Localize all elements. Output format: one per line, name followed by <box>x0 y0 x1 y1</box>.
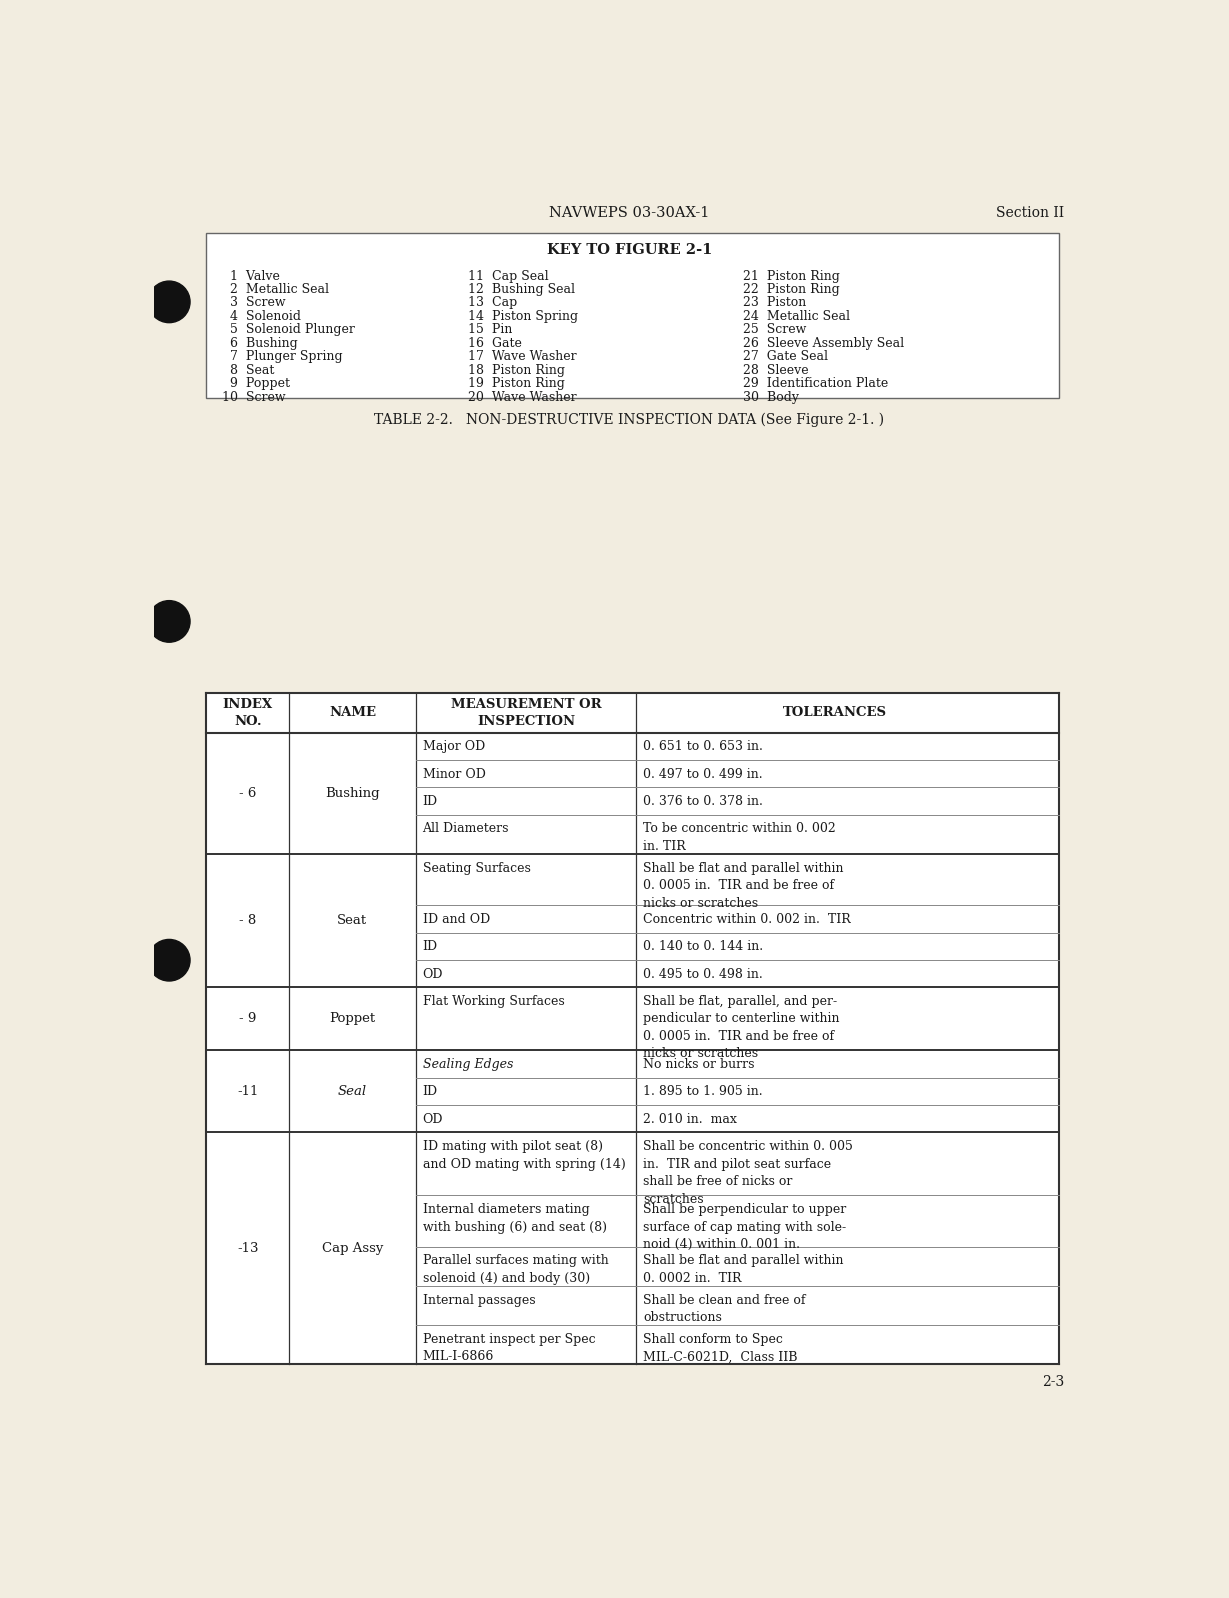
Text: Shall be concentric within 0. 005
in.  TIR and pilot seat surface
shall be free : Shall be concentric within 0. 005 in. TI… <box>644 1139 853 1205</box>
Text: Bushing: Bushing <box>326 786 380 801</box>
Text: TABLE 2-2.   NON-DESTRUCTIVE INSPECTION DATA (See Figure 2-1. ): TABLE 2-2. NON-DESTRUCTIVE INSPECTION DA… <box>375 412 885 427</box>
Circle shape <box>149 601 190 642</box>
Text: 13  Cap: 13 Cap <box>467 297 516 310</box>
Text: Major OD: Major OD <box>423 740 484 753</box>
Text: 5  Solenoid Plunger: 5 Solenoid Plunger <box>221 323 355 337</box>
Text: 2-3: 2-3 <box>1042 1376 1064 1389</box>
Text: Shall be flat and parallel within
0. 0002 in.  TIR: Shall be flat and parallel within 0. 000… <box>644 1254 844 1285</box>
Text: KEY TO FIGURE 2-1: KEY TO FIGURE 2-1 <box>547 243 712 257</box>
Text: Flat Working Surfaces: Flat Working Surfaces <box>423 996 564 1008</box>
Text: 22  Piston Ring: 22 Piston Ring <box>742 283 839 296</box>
Text: NAME: NAME <box>329 706 376 719</box>
Text: 23  Piston: 23 Piston <box>742 297 806 310</box>
Text: OD: OD <box>423 1112 442 1125</box>
Text: Cap Assy: Cap Assy <box>322 1242 383 1254</box>
Text: OD: OD <box>423 967 442 981</box>
Text: 16  Gate: 16 Gate <box>467 337 521 350</box>
Text: 0. 140 to 0. 144 in.: 0. 140 to 0. 144 in. <box>644 940 763 952</box>
Text: Shall be perpendicular to upper
surface of cap mating with sole-
noid (4) within: Shall be perpendicular to upper surface … <box>644 1203 847 1251</box>
Text: 28  Sleeve: 28 Sleeve <box>742 364 809 377</box>
Text: 15  Pin: 15 Pin <box>467 323 511 337</box>
Text: 2. 010 in.  max: 2. 010 in. max <box>644 1112 737 1125</box>
Text: Shall be flat, parallel, and per-
pendicular to centerline within
0. 0005 in.  T: Shall be flat, parallel, and per- pendic… <box>644 996 839 1061</box>
Text: 1. 895 to 1. 905 in.: 1. 895 to 1. 905 in. <box>644 1085 763 1098</box>
Text: 0. 651 to 0. 653 in.: 0. 651 to 0. 653 in. <box>644 740 763 753</box>
Text: 3  Screw: 3 Screw <box>221 297 285 310</box>
Text: 2  Metallic Seal: 2 Metallic Seal <box>221 283 329 296</box>
Text: ID mating with pilot seat (8)
and OD mating with spring (14): ID mating with pilot seat (8) and OD mat… <box>423 1139 626 1170</box>
Text: 18  Piston Ring: 18 Piston Ring <box>467 364 564 377</box>
Text: NAVWEPS 03-30AX-1: NAVWEPS 03-30AX-1 <box>549 206 709 221</box>
Text: ID and OD: ID and OD <box>423 912 490 925</box>
Text: 11  Cap Seal: 11 Cap Seal <box>467 270 548 283</box>
Text: Penetrant inspect per Spec
MIL-I-6866: Penetrant inspect per Spec MIL-I-6866 <box>423 1333 595 1363</box>
Text: ID: ID <box>423 940 438 952</box>
Text: 10  Screw: 10 Screw <box>221 392 285 404</box>
Text: 0. 495 to 0. 498 in.: 0. 495 to 0. 498 in. <box>644 967 763 981</box>
Text: 12  Bushing Seal: 12 Bushing Seal <box>467 283 574 296</box>
Text: - 8: - 8 <box>240 914 257 927</box>
Text: 17  Wave Washer: 17 Wave Washer <box>467 350 576 363</box>
Text: 21  Piston Ring: 21 Piston Ring <box>742 270 839 283</box>
Text: MEASUREMENT OR
INSPECTION: MEASUREMENT OR INSPECTION <box>451 698 601 727</box>
Text: All Diameters: All Diameters <box>423 823 509 836</box>
Bar <box>206 692 1059 1365</box>
Text: Shall conform to Spec
MIL-C-6021D,  Class IIB: Shall conform to Spec MIL-C-6021D, Class… <box>644 1333 798 1363</box>
Text: Seal: Seal <box>338 1085 367 1098</box>
Text: -11: -11 <box>237 1085 258 1098</box>
Text: 4  Solenoid: 4 Solenoid <box>221 310 301 323</box>
Text: TOLERANCES: TOLERANCES <box>783 706 887 719</box>
Text: 24  Metallic Seal: 24 Metallic Seal <box>742 310 849 323</box>
Text: 8  Seat: 8 Seat <box>221 364 274 377</box>
Text: Section II: Section II <box>997 206 1064 221</box>
Text: Internal diameters mating
with bushing (6) and seat (8): Internal diameters mating with bushing (… <box>423 1203 607 1234</box>
Text: To be concentric within 0. 002
in. TIR: To be concentric within 0. 002 in. TIR <box>644 823 836 853</box>
Text: Shall be flat and parallel within
0. 0005 in.  TIR and be free of
nicks or scrat: Shall be flat and parallel within 0. 000… <box>644 861 844 909</box>
Text: 27  Gate Seal: 27 Gate Seal <box>742 350 827 363</box>
Text: ID: ID <box>423 796 438 809</box>
Text: 20  Wave Washer: 20 Wave Washer <box>467 392 576 404</box>
Text: - 6: - 6 <box>240 786 257 801</box>
Text: Shall be clean and free of
obstructions: Shall be clean and free of obstructions <box>644 1294 806 1325</box>
Text: 0. 376 to 0. 378 in.: 0. 376 to 0. 378 in. <box>644 796 763 809</box>
Text: No nicks or burrs: No nicks or burrs <box>644 1058 755 1071</box>
Text: -13: -13 <box>237 1242 258 1254</box>
Text: 26  Sleeve Assembly Seal: 26 Sleeve Assembly Seal <box>742 337 903 350</box>
Bar <box>206 233 1059 398</box>
Text: - 9: - 9 <box>240 1012 257 1026</box>
Text: Poppet: Poppet <box>329 1012 376 1026</box>
Circle shape <box>149 940 190 981</box>
Text: 19  Piston Ring: 19 Piston Ring <box>467 377 564 390</box>
Text: 7  Plunger Spring: 7 Plunger Spring <box>221 350 343 363</box>
Text: 9  Poppet: 9 Poppet <box>221 377 290 390</box>
Text: Seat: Seat <box>337 914 367 927</box>
Text: Minor OD: Minor OD <box>423 767 485 781</box>
Text: Seating Surfaces: Seating Surfaces <box>423 861 531 874</box>
Text: Sealing Edges: Sealing Edges <box>423 1058 512 1071</box>
Text: INDEX
NO.: INDEX NO. <box>222 698 273 727</box>
Text: 0. 497 to 0. 499 in.: 0. 497 to 0. 499 in. <box>644 767 763 781</box>
Text: 14  Piston Spring: 14 Piston Spring <box>467 310 578 323</box>
Text: 25  Screw: 25 Screw <box>742 323 806 337</box>
Text: ID: ID <box>423 1085 438 1098</box>
Text: 29  Identification Plate: 29 Identification Plate <box>742 377 887 390</box>
Text: Parallel surfaces mating with
solenoid (4) and body (30): Parallel surfaces mating with solenoid (… <box>423 1254 608 1285</box>
Circle shape <box>149 281 190 323</box>
Text: 1  Valve: 1 Valve <box>221 270 280 283</box>
Text: Concentric within 0. 002 in.  TIR: Concentric within 0. 002 in. TIR <box>644 912 852 925</box>
Text: 6  Bushing: 6 Bushing <box>221 337 297 350</box>
Text: 30  Body: 30 Body <box>742 392 799 404</box>
Text: Internal passages: Internal passages <box>423 1294 535 1307</box>
